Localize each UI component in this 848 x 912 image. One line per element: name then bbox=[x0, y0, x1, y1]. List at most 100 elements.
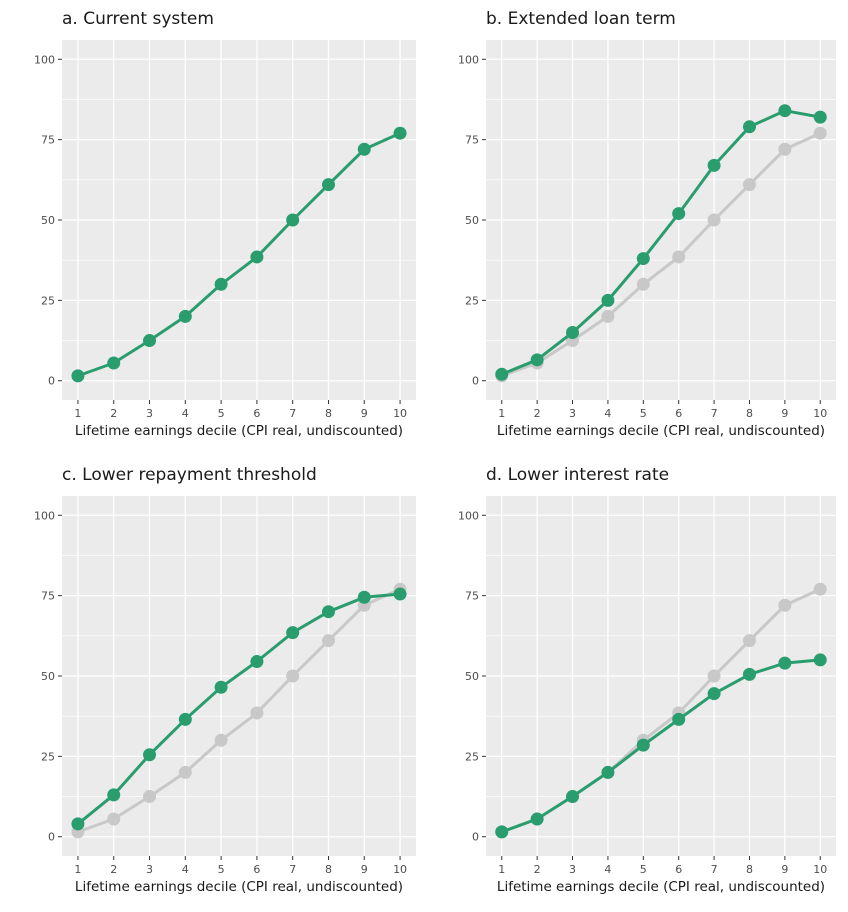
y-tick-label: 25 bbox=[465, 750, 479, 763]
y-tick-label: 50 bbox=[465, 214, 479, 227]
scenario-data-point bbox=[707, 158, 721, 172]
baseline-data-point bbox=[250, 706, 264, 720]
x-tick-label: 7 bbox=[711, 863, 718, 876]
scenario-data-point bbox=[778, 104, 792, 118]
y-tick-label: 50 bbox=[41, 214, 55, 227]
baseline-data-point bbox=[214, 733, 228, 747]
scenario-data-point bbox=[742, 667, 756, 681]
x-axis-title: Lifetime earnings decile (CPI real, undi… bbox=[497, 423, 825, 439]
scenario-data-point bbox=[107, 788, 121, 802]
scenario-data-point bbox=[601, 765, 615, 779]
x-tick-label: 4 bbox=[182, 407, 189, 420]
x-tick-label: 1 bbox=[498, 863, 505, 876]
x-tick-label: 5 bbox=[640, 407, 647, 420]
scenario-data-point bbox=[214, 680, 228, 694]
scenario-data-point bbox=[178, 309, 192, 323]
baseline-data-point bbox=[707, 213, 721, 227]
scenario-data-point bbox=[566, 326, 580, 339]
x-tick-label: 4 bbox=[604, 863, 611, 876]
x-axis-title: Lifetime earnings decile (CPI real, undi… bbox=[497, 879, 825, 895]
x-tick-label: 7 bbox=[289, 863, 296, 876]
scenario-data-point bbox=[178, 712, 192, 726]
x-tick-label: 4 bbox=[604, 407, 611, 420]
scenario-data-point bbox=[672, 207, 686, 221]
scenario-data-point bbox=[214, 277, 228, 291]
x-tick-label: 5 bbox=[218, 407, 225, 420]
x-tick-label: 4 bbox=[182, 863, 189, 876]
scenario-data-point bbox=[778, 656, 792, 670]
panel-a-current-system: a. Current system 0 25 50 75 100 1 2 3 4 5 6 7 8 9 10 Li… bbox=[34, 9, 416, 439]
panel-b-extended-loan-term: b. Extended loan term 0 25 50 75 100 1 2 3 4 5 6 7 8 9… bbox=[458, 9, 836, 439]
baseline-data-point bbox=[742, 178, 756, 192]
baseline-data-point bbox=[321, 634, 335, 648]
baseline-data-point bbox=[707, 669, 721, 683]
y-tick-label: 25 bbox=[41, 294, 55, 307]
x-tick-label: 3 bbox=[146, 407, 153, 420]
baseline-data-point bbox=[778, 598, 792, 612]
x-tick-label: 5 bbox=[218, 863, 225, 876]
scenario-data-point bbox=[742, 120, 756, 134]
x-tick-label: 1 bbox=[498, 407, 505, 420]
scenario-data-point bbox=[107, 356, 121, 370]
baseline-data-point bbox=[778, 142, 792, 156]
x-tick-label: 6 bbox=[253, 863, 260, 876]
x-tick-label: 8 bbox=[746, 863, 753, 876]
baseline-data-point bbox=[286, 669, 300, 683]
y-tick-label: 50 bbox=[465, 670, 479, 683]
y-tick-label: 75 bbox=[41, 590, 55, 603]
scenario-data-point bbox=[286, 213, 300, 227]
y-tick-label: 0 bbox=[472, 375, 479, 388]
scenario-series-line bbox=[501, 658, 821, 834]
x-tick-label: 2 bbox=[534, 407, 541, 420]
baseline-data-point bbox=[107, 812, 121, 826]
y-tick-label: 75 bbox=[465, 590, 479, 603]
x-axis-title: Lifetime earnings decile (CPI real, undi… bbox=[75, 879, 403, 895]
scenario-data-point bbox=[672, 712, 686, 726]
x-tick-label: 10 bbox=[393, 407, 407, 420]
x-tick-label: 6 bbox=[675, 863, 682, 876]
x-tick-label: 9 bbox=[361, 863, 368, 876]
x-tick-label: 2 bbox=[534, 863, 541, 876]
x-tick-label: 10 bbox=[813, 407, 827, 420]
y-tick-label: 50 bbox=[41, 670, 55, 683]
x-tick-label: 1 bbox=[74, 407, 81, 420]
baseline-series-line bbox=[501, 131, 821, 378]
y-tick-label: 75 bbox=[465, 134, 479, 147]
y-tick-label: 0 bbox=[472, 831, 479, 844]
y-tick-label: 100 bbox=[458, 53, 479, 66]
y-tick-label: 100 bbox=[34, 509, 55, 522]
scenario-data-point bbox=[71, 817, 85, 831]
scenario-series-line bbox=[77, 131, 401, 378]
y-tick-label: 25 bbox=[41, 750, 55, 763]
scenario-data-point bbox=[530, 812, 544, 826]
x-tick-label: 7 bbox=[711, 407, 718, 420]
scenario-data-point bbox=[71, 369, 85, 383]
panel-title: c. Lower repayment threshold bbox=[62, 465, 317, 485]
baseline-data-point bbox=[742, 634, 756, 648]
x-tick-label: 5 bbox=[640, 863, 647, 876]
scenario-data-point bbox=[707, 687, 721, 701]
y-tick-label: 75 bbox=[41, 134, 55, 147]
scenario-data-point bbox=[636, 252, 650, 266]
y-tick-label: 25 bbox=[465, 294, 479, 307]
scenario-data-point bbox=[357, 142, 371, 156]
x-tick-label: 10 bbox=[813, 863, 827, 876]
scenario-data-point bbox=[530, 353, 544, 367]
x-tick-label: 8 bbox=[325, 863, 332, 876]
scenario-data-point bbox=[321, 605, 335, 619]
x-tick-label: 7 bbox=[289, 407, 296, 420]
scenario-data-point bbox=[636, 738, 650, 752]
scenario-data-point bbox=[250, 250, 264, 264]
y-tick-label: 0 bbox=[48, 375, 55, 388]
scenario-series-line bbox=[76, 592, 401, 826]
y-tick-label: 100 bbox=[458, 509, 479, 522]
x-tick-label: 9 bbox=[361, 407, 368, 420]
scenario-data-point bbox=[250, 655, 264, 669]
x-tick-label: 9 bbox=[781, 863, 788, 876]
x-tick-label: 8 bbox=[325, 407, 332, 420]
baseline-data-point bbox=[672, 250, 686, 264]
x-tick-label: 3 bbox=[569, 863, 576, 876]
baseline-data-point bbox=[813, 126, 827, 140]
panel-title: b. Extended loan term bbox=[486, 9, 676, 29]
